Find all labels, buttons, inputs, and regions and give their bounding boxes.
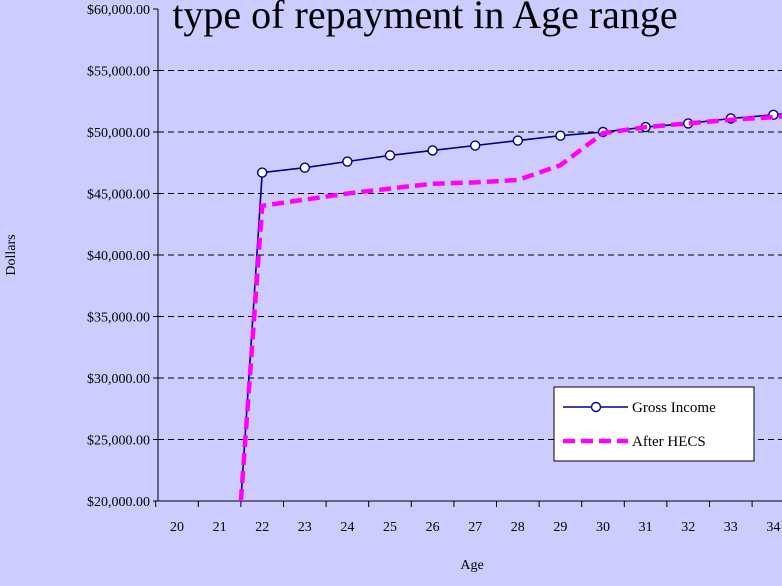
data-point [258, 168, 267, 177]
x-tick-label: 30 [596, 520, 610, 535]
data-point [386, 151, 395, 160]
y-tick-labels: $20,000.00 $25,000.00 $30,000.00 $35,000.00… [87, 3, 150, 510]
x-tick-labels: 20212223242526272829303132333435 [170, 520, 782, 535]
x-tick-label: 33 [724, 520, 738, 535]
chart-title: type of repayment in Age range [172, 0, 677, 37]
legend-label: After HECS [632, 434, 706, 450]
data-point [471, 141, 480, 150]
x-tick-label: 27 [468, 520, 482, 535]
y-tick-label: $35,000.00 [87, 311, 150, 326]
x-tick-label: 28 [511, 520, 525, 535]
legend-label: Gross Income [632, 400, 716, 416]
data-point [556, 131, 565, 140]
y-tick-label: $55,000.00 [87, 65, 150, 80]
x-tick-label: 26 [426, 520, 440, 535]
y-tick-label: $30,000.00 [87, 372, 150, 387]
y-tick-label: $60,000.00 [87, 3, 150, 18]
x-tick-label: 22 [255, 520, 269, 535]
y-tick-label: $20,000.00 [87, 495, 150, 510]
x-tick-label: 29 [553, 520, 567, 535]
data-point [300, 163, 309, 172]
y-tick-label: $25,000.00 [87, 434, 150, 449]
y-tick-label: $45,000.00 [87, 188, 150, 203]
x-tick-label: 32 [681, 520, 695, 535]
data-point [343, 157, 352, 166]
x-tick-label: 31 [639, 520, 653, 535]
x-tick-label: 25 [383, 520, 397, 535]
x-tick-label: 34 [766, 520, 780, 535]
y-tick-label: $40,000.00 [87, 249, 150, 264]
y-axis-title: Dollars [4, 234, 19, 275]
x-axis-title: Age [460, 558, 483, 573]
x-tick-label: 20 [170, 520, 184, 535]
x-tick-label: 23 [298, 520, 312, 535]
x-tick-label: 21 [213, 520, 227, 535]
legend-marker [592, 403, 601, 412]
data-point [513, 136, 522, 145]
legend: Gross Income After HECS [554, 387, 754, 461]
data-point [428, 146, 437, 155]
x-tick-label: 24 [340, 520, 354, 535]
y-tick-label: $50,000.00 [87, 126, 150, 141]
